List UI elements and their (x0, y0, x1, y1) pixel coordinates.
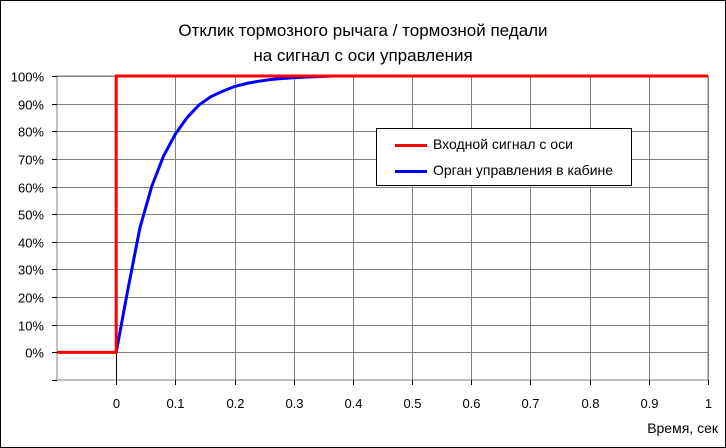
y-tick-label: 20% (18, 291, 44, 306)
legend-swatch-input-signal (395, 144, 427, 147)
legend-label-input-signal: Входной сигнал с оси (433, 136, 573, 152)
plot-area (56, 75, 709, 381)
y-tick-label: 90% (18, 98, 44, 113)
x-tick-label: 1 (705, 396, 712, 411)
legend-label-cabin-control: Орган управления в кабине (433, 162, 614, 178)
x-tick-label: 0.5 (403, 396, 421, 411)
y-tick-label: 100% (11, 70, 45, 85)
x-tick-label: 0.4 (344, 396, 362, 411)
chart-legend: Входной сигнал с оси Орган управления в … (376, 128, 632, 186)
x-tick-label: 0.6 (462, 396, 480, 411)
x-axis-label: Время, сек (647, 420, 718, 436)
y-tick-label: 50% (18, 208, 44, 223)
x-tick-label: 0.3 (285, 396, 303, 411)
legend-item-input-signal: Входной сигнал с оси (377, 132, 631, 158)
chart-title: Отклик тормозного рычага / тормозной пед… (178, 21, 548, 40)
chart-subtitle: на сигнал с оси управления (253, 46, 473, 65)
y-tick-label: 30% (18, 263, 44, 278)
y-tick-label: 10% (18, 319, 44, 334)
series-line-input-signal (57, 74, 708, 354)
x-tick-label: 0 (113, 396, 120, 411)
y-tick-label: 0% (25, 346, 44, 361)
y-tick-label: 60% (18, 181, 44, 196)
x-tick-label: 0.7 (521, 396, 539, 411)
legend-swatch-cabin-control (395, 170, 427, 173)
y-tick-label: 80% (18, 125, 44, 140)
legend-item-cabin-control: Орган управления в кабине (377, 158, 631, 184)
y-tick-label: 40% (18, 236, 44, 251)
y-tick-label: 70% (18, 153, 44, 168)
x-tick-label: 0.1 (166, 396, 184, 411)
x-tick-label: 0.8 (581, 396, 599, 411)
x-tick-label: 0.9 (640, 396, 658, 411)
x-tick-label: 0.2 (226, 396, 244, 411)
